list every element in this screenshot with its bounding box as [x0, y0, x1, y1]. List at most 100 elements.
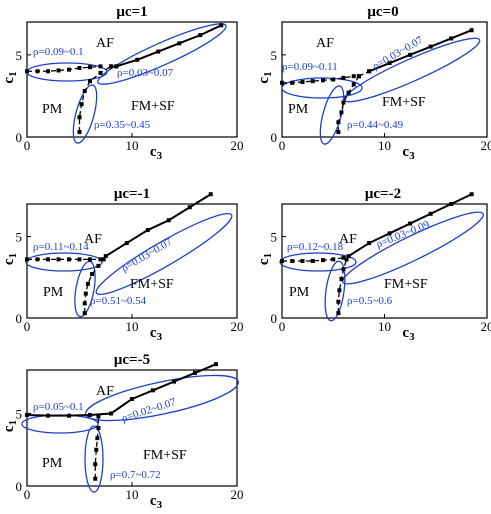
region-label-af: AF — [339, 232, 357, 247]
data-point — [310, 259, 315, 263]
data-point — [321, 78, 325, 83]
data-point — [177, 41, 182, 46]
data-point — [367, 69, 372, 74]
y-tick-label: 0 — [271, 130, 278, 145]
data-point — [145, 228, 150, 233]
region-ellipse — [74, 260, 96, 318]
region-label-af: AF — [96, 36, 114, 51]
region-ellipse — [72, 84, 98, 144]
data-point — [88, 65, 92, 70]
x-tick-label: 10 — [378, 138, 391, 153]
region-ellipse — [95, 212, 233, 296]
region-label-pm: PM — [42, 102, 63, 117]
data-point — [336, 120, 341, 125]
region-ellipse — [84, 425, 104, 493]
y-axis-label: c1 — [1, 420, 19, 432]
density-annotation: ρ=0.09~0.11 — [282, 61, 338, 73]
x-tick-label: 20 — [231, 319, 244, 334]
data-point — [77, 130, 82, 135]
data-point — [98, 64, 103, 69]
density-annotation: ρ=0.03~0.07 — [371, 34, 426, 73]
data-point — [67, 413, 71, 418]
data-point — [88, 79, 92, 84]
data-point — [351, 74, 356, 79]
data-point — [387, 231, 392, 236]
data-point — [193, 370, 197, 375]
data-point — [101, 257, 106, 262]
density-annotation: ρ=0.12~0.18 — [287, 241, 344, 253]
data-point — [310, 79, 315, 84]
data-point — [408, 52, 413, 57]
data-point — [346, 254, 351, 259]
region-label-pm: PM — [289, 285, 310, 300]
region-label-pm: PM — [42, 456, 63, 471]
data-point — [114, 64, 119, 69]
region-ellipse — [21, 414, 99, 434]
data-point — [339, 110, 344, 115]
region-label-fmsf: FM+SF — [382, 95, 426, 110]
x-axis-label: c3 — [402, 325, 415, 343]
region-ellipse — [342, 211, 484, 285]
data-point — [331, 257, 336, 262]
y-axis-label: c1 — [1, 71, 19, 83]
data-point — [109, 411, 113, 416]
y-tick-label: 5 — [271, 230, 278, 245]
y-axis-label: c1 — [256, 253, 274, 265]
data-point — [187, 205, 192, 210]
data-point — [469, 28, 474, 33]
data-point — [135, 57, 140, 62]
x-tick-label: 0 — [24, 319, 31, 334]
data-point — [300, 79, 305, 84]
data-point — [82, 311, 87, 316]
data-point — [336, 299, 341, 304]
region-ellipse — [319, 85, 345, 145]
x-axis-label: c3 — [150, 144, 163, 162]
data-point — [346, 90, 351, 95]
data-point — [341, 100, 346, 105]
data-point — [172, 379, 176, 384]
data-point — [321, 258, 325, 263]
y-tick-label: 5 — [16, 230, 23, 245]
data-point — [67, 67, 71, 72]
y-tick-label: 0 — [16, 130, 23, 145]
y-tick-label: 5 — [16, 48, 23, 63]
data-point — [93, 462, 98, 467]
data-point — [85, 281, 90, 286]
panel-title: μc=-5 — [114, 352, 150, 368]
data-point — [428, 211, 433, 216]
x-tick-label: 20 — [231, 487, 244, 502]
phase-boundary-line — [110, 363, 217, 415]
panel-title: μc=-1 — [114, 186, 150, 202]
x-tick-label: 10 — [126, 319, 139, 334]
data-point — [25, 257, 29, 262]
data-point — [77, 66, 82, 70]
data-point — [95, 436, 100, 441]
data-point — [156, 49, 161, 54]
data-point — [56, 257, 61, 262]
data-point — [109, 64, 113, 69]
data-point — [290, 80, 295, 85]
data-point — [408, 221, 413, 226]
data-point — [90, 272, 95, 277]
region-label-fmsf: FM+SF — [130, 277, 174, 292]
region-ellipse — [25, 252, 103, 272]
region-label-fmsf: FM+SF — [384, 277, 428, 292]
region-label-fmsf: FM+SF — [143, 448, 187, 463]
data-point — [449, 202, 454, 206]
density-annotation: ρ=0.5~0.6 — [347, 295, 393, 307]
data-point — [351, 82, 356, 87]
x-tick-label: 20 — [481, 319, 491, 334]
data-point — [79, 102, 84, 107]
data-point — [83, 291, 88, 296]
region-label-af: AF — [84, 232, 102, 247]
data-point — [336, 130, 341, 135]
data-point — [331, 77, 336, 82]
phase-boundary-line — [115, 24, 222, 68]
data-point — [46, 69, 50, 74]
x-axis-label: c3 — [150, 325, 163, 343]
x-tick-label: 20 — [481, 138, 491, 153]
data-point — [208, 192, 213, 197]
data-point — [103, 254, 108, 259]
region-label-pm: PM — [288, 102, 309, 117]
